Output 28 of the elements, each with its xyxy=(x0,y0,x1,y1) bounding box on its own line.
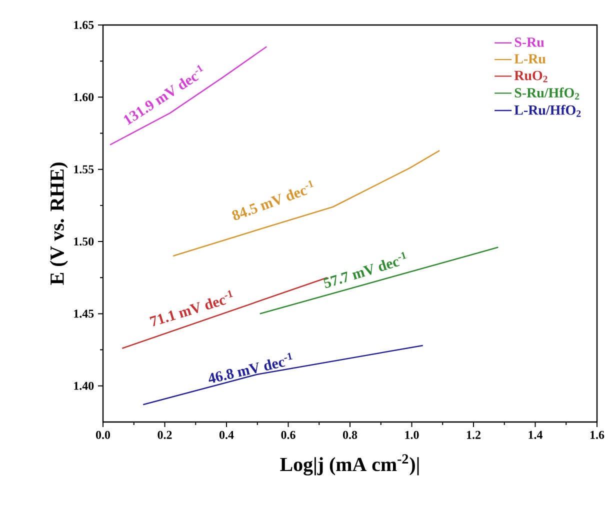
y-tick-label: 1.40 xyxy=(74,382,94,390)
y-tick-label: 1.55 xyxy=(74,165,94,174)
x-tick-label: 1.0 xyxy=(405,430,419,440)
legend-label: L-Ru xyxy=(514,54,546,64)
legend-label: L-Ru/HfO$_{2}$ xyxy=(514,104,581,117)
line-series xyxy=(109,46,268,146)
x-tick-label: 0.2 xyxy=(158,430,172,440)
y-tick-label: 1.50 xyxy=(74,237,94,246)
x-tick-label: 1.6 xyxy=(590,430,604,439)
annotation: 71.1 mV dec$^{-1}$ xyxy=(150,290,233,326)
y-tick-label: 1.45 xyxy=(74,310,94,318)
x-tick-label: 1.2 xyxy=(466,430,480,439)
annotation: 131.9 mV dec$^{-1}$ xyxy=(124,64,204,126)
y-tick-label: 1.60 xyxy=(74,93,94,102)
legend-label: S-Ru/HfO$_{2}$ xyxy=(514,88,580,100)
x-tick-label: 1.4 xyxy=(528,430,542,439)
annotation: 46.8 mV dec$^{-1}$ xyxy=(208,352,292,383)
annotation: 84.5 mV dec$^{-1}$ xyxy=(232,180,314,220)
y-tick-label: 1.65 xyxy=(74,20,94,30)
annotation: 57.7 mV dec$^{-1}$ xyxy=(323,252,406,288)
x-tick-label: 0.6 xyxy=(281,430,296,440)
legend-label: RuO$_{2}$ xyxy=(514,70,548,82)
legend-label: S-Ru xyxy=(514,38,544,47)
y-axis-title: E (V vs. RHE) xyxy=(50,162,68,285)
x-tick-label: 0.0 xyxy=(96,430,110,440)
x-tick-label: 0.4 xyxy=(219,430,234,440)
x-tick-label: 0.8 xyxy=(342,430,358,440)
x-axis-title: Log|j (mA cm$^{-2}$)| xyxy=(280,454,419,476)
